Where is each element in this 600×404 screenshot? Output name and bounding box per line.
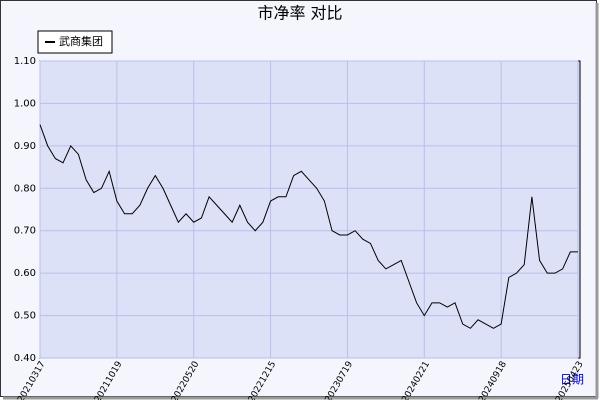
y-tick-label: 0.60 xyxy=(14,268,36,279)
y-tick-label: 0.90 xyxy=(14,141,36,152)
legend: 武商集团 xyxy=(37,30,113,54)
y-tick-label: 0.80 xyxy=(14,183,36,194)
plot-area xyxy=(39,60,581,359)
y-tick-label: 1.10 xyxy=(14,56,36,67)
chart-title: 市净率 对比 xyxy=(257,4,342,23)
y-tick-label: 0.70 xyxy=(14,226,36,237)
x-axis-label: 日期 xyxy=(560,373,584,387)
y-tick-label: 0.50 xyxy=(14,311,36,322)
y-tick-label: 0.40 xyxy=(14,353,36,364)
legend-box xyxy=(37,30,113,54)
y-tick-label: 1.00 xyxy=(14,98,36,109)
line-series xyxy=(39,124,578,329)
legend-label: 武商集团 xyxy=(59,34,103,48)
